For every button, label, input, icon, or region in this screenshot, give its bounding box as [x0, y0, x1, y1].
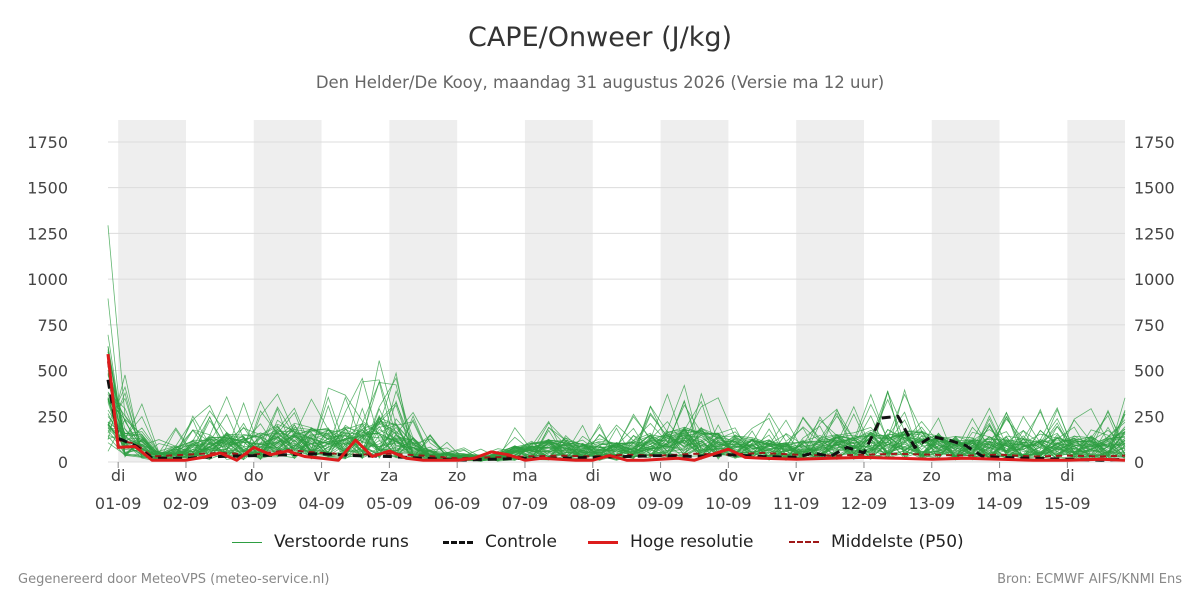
day-band	[389, 120, 458, 462]
footer-source: Bron: ECMWF AIFS/KNMI Ens	[997, 572, 1182, 587]
y-tick-label-left: 1750	[27, 133, 68, 152]
day-band	[524, 120, 593, 462]
legend-control-label: Controle	[485, 532, 557, 552]
x-tick-date: 01-09	[95, 494, 142, 513]
legend-item-control[interactable]: Controle	[443, 529, 557, 555]
x-tick-day: di	[111, 466, 126, 485]
x-tick-day: vr	[788, 466, 804, 485]
legend-hres-label: Hoge resolutie	[630, 532, 754, 552]
y-tick-label-right: 1500	[1134, 179, 1175, 198]
series-line-control	[106, 379, 1126, 462]
day-band	[1067, 120, 1125, 462]
legend-median-line-icon	[789, 541, 819, 543]
y-tick-label-right: 1250	[1134, 224, 1175, 243]
chart-legend: Verstoorde runs Controle Hoge resolutie …	[0, 529, 1200, 555]
day-band	[118, 120, 186, 462]
y-tick-label-right: 750	[1134, 316, 1165, 335]
y-tick-label-right: 1750	[1134, 133, 1175, 152]
x-tick-day: wo	[175, 466, 198, 485]
y-tick-label-left: 0	[58, 453, 68, 472]
x-tick-date: 13-09	[909, 494, 956, 513]
x-tick-day: do	[244, 466, 264, 485]
y-tick-label-right: 1000	[1134, 270, 1175, 289]
x-tick-date: 06-09	[434, 494, 481, 513]
legend-item-median[interactable]: Middelste (P50)	[789, 529, 964, 555]
x-tick-date: 09-09	[637, 494, 684, 513]
x-tick-date: 04-09	[298, 494, 345, 513]
series-line-hres	[106, 353, 1126, 462]
x-tick-day: za	[380, 466, 398, 485]
y-tick-label-left: 1250	[27, 224, 68, 243]
x-tick-date: 11-09	[773, 494, 820, 513]
x-tick-day: di	[1060, 466, 1075, 485]
legend-median-label: Middelste (P50)	[831, 532, 964, 552]
x-tick-day: wo	[649, 466, 672, 485]
x-tick-date: 10-09	[705, 494, 752, 513]
x-tick-date: 03-09	[231, 494, 278, 513]
legend-item-hres[interactable]: Hoge resolutie	[588, 529, 754, 555]
x-tick-date: 12-09	[841, 494, 888, 513]
x-tick-date: 02-09	[163, 494, 210, 513]
x-tick-date: 15-09	[1044, 494, 1091, 513]
footer-generator: Gegenereerd door MeteoVPS (meteo-service…	[18, 572, 330, 587]
y-tick-label-left: 750	[37, 316, 68, 335]
legend-hres-line-icon	[588, 540, 618, 544]
x-tick-day: ma	[987, 466, 1012, 485]
chart-subtitle: Den Helder/De Kooy, maandag 31 augustus …	[315, 73, 885, 92]
day-band	[931, 120, 1000, 462]
x-tick-day: ma	[512, 466, 537, 485]
y-tick-label-left: 1500	[27, 179, 68, 198]
y-tick-label-left: 500	[37, 362, 68, 381]
x-tick-day: zo	[923, 466, 941, 485]
y-tick-label-left: 1000	[27, 270, 68, 289]
ensemble-member-line	[107, 360, 1126, 461]
legend-control-line-icon	[443, 540, 473, 544]
x-tick-date: 05-09	[366, 494, 413, 513]
ensemble-member-line	[107, 399, 1126, 461]
legend-perturbed-line-icon	[232, 541, 262, 543]
y-tick-label-right: 500	[1134, 362, 1165, 381]
x-tick-day: vr	[314, 466, 330, 485]
y-tick-label-left: 250	[37, 407, 68, 426]
legend-item-perturbed[interactable]: Verstoorde runs	[232, 529, 409, 555]
x-tick-date: 08-09	[570, 494, 617, 513]
x-tick-date: 14-09	[976, 494, 1023, 513]
ensemble-member-line	[107, 352, 1126, 459]
day-band	[253, 120, 322, 462]
x-tick-day: za	[855, 466, 873, 485]
day-band	[796, 120, 864, 462]
x-tick-day: di	[585, 466, 600, 485]
chart-title: CAPE/Onweer (J/kg)	[467, 22, 732, 53]
ensemble-member-line	[107, 370, 1126, 461]
legend-perturbed-label: Verstoorde runs	[274, 532, 409, 552]
y-tick-label-right: 0	[1134, 453, 1144, 472]
ensemble-member-line	[107, 334, 1126, 462]
x-tick-day: do	[718, 466, 738, 485]
x-tick-day: zo	[448, 466, 466, 485]
y-tick-label-right: 250	[1134, 407, 1165, 426]
day-band	[660, 120, 729, 462]
x-tick-date: 07-09	[502, 494, 549, 513]
